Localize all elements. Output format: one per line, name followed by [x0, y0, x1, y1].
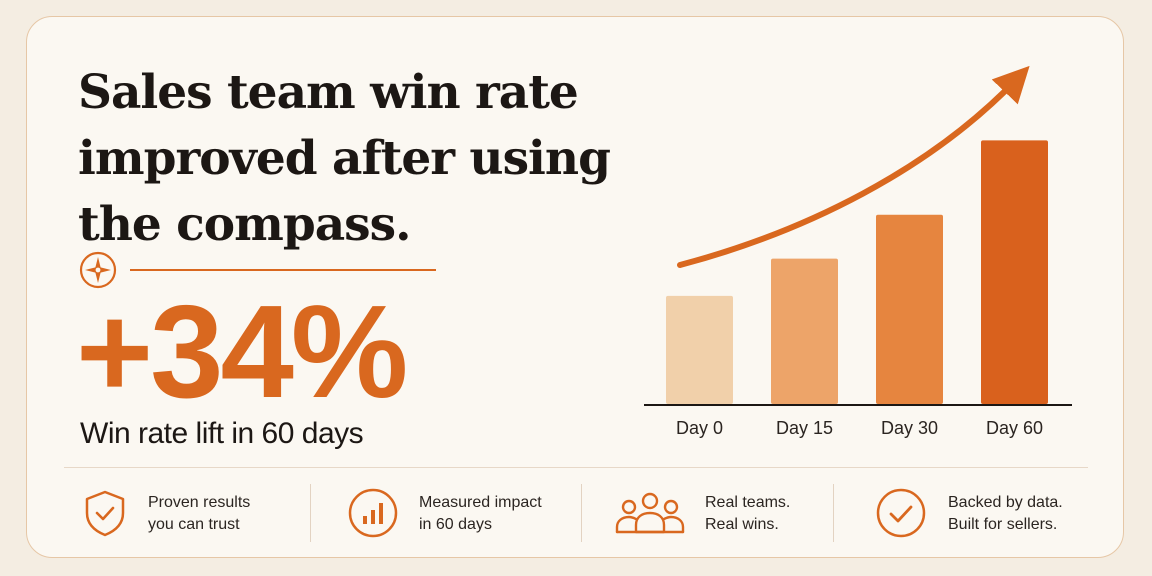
bar-day-15 [771, 258, 838, 404]
bar-chart-circle-icon [348, 488, 398, 538]
accent-rule [130, 269, 436, 271]
stat-value: +34% [76, 278, 408, 425]
feature-line1: Proven results [148, 494, 251, 511]
x-tick-label: Day 15 [776, 418, 833, 438]
feature-line1: Real teams. [705, 494, 791, 511]
feature-backed-by-data: Backed by data. Built for sellers. [874, 484, 1094, 542]
feature-separator [310, 484, 311, 542]
feature-line1: Measured impact [419, 494, 542, 511]
feature-line2: Real wins. [705, 516, 779, 533]
feature-line2: in 60 days [419, 516, 492, 533]
x-tick-label: Day 60 [986, 418, 1043, 438]
section-divider [64, 467, 1088, 468]
team-people-icon [615, 492, 685, 534]
check-circle-icon [876, 488, 926, 538]
feature-measured-impact: Measured impact in 60 days [346, 484, 566, 542]
feature-line2: you can trust [148, 516, 240, 533]
win-rate-bar-chart: Day 0 Day 15 Day 30 Day 60 [644, 65, 1072, 438]
headline: Sales team win rate improved after using… [78, 65, 611, 252]
feature-separator [581, 484, 582, 542]
feature-line1: Backed by data. [948, 494, 1063, 511]
shield-check-icon [85, 490, 125, 537]
bar-day-60 [981, 140, 1048, 405]
feature-separator [833, 484, 834, 542]
compass-icon [79, 251, 117, 289]
bar-day-30 [876, 214, 943, 404]
stat-caption: Win rate lift in 60 days [80, 417, 364, 450]
trend-arrow-icon [677, 65, 1030, 268]
bar-day-0 [666, 295, 733, 404]
x-tick-label: Day 30 [881, 418, 938, 438]
feature-real-teams: Real teams. Real wins. [612, 484, 822, 542]
feature-line2: Built for sellers. [948, 516, 1058, 533]
feature-proven-results: Proven results you can trust [78, 484, 298, 542]
x-tick-label: Day 0 [676, 418, 723, 438]
